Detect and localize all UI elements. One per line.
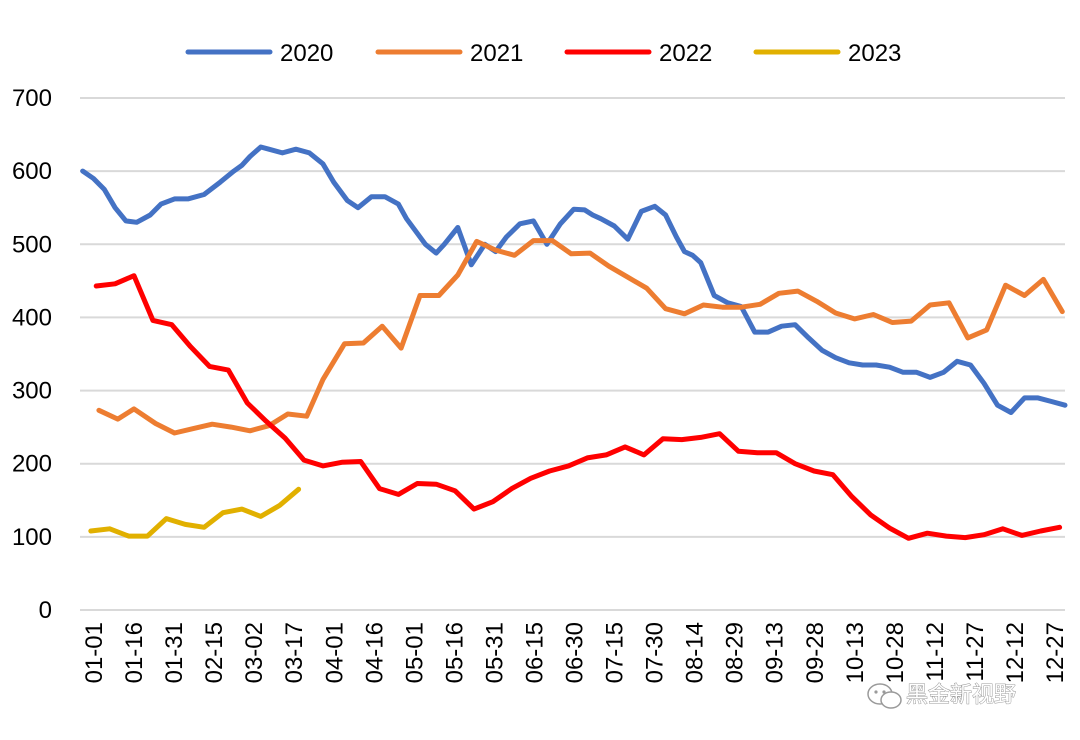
legend-label-2023: 2023 xyxy=(848,40,901,67)
x-tick-label: 01-31 xyxy=(161,622,188,683)
x-tick-label: 01-01 xyxy=(81,622,108,683)
y-tick-label: 0 xyxy=(39,597,52,624)
series-line-2021 xyxy=(96,238,1065,436)
gridlines xyxy=(80,97,1065,538)
x-tick-label: 09-13 xyxy=(762,622,789,683)
legend: 2020 2021 2022 2023 xyxy=(185,40,901,67)
x-tick-label: 08-14 xyxy=(682,622,709,683)
y-tick-label: 500 xyxy=(12,231,52,258)
x-tick-label: 12-27 xyxy=(1042,622,1069,683)
x-tick-label: 10-28 xyxy=(882,622,909,683)
y-tick-label: 400 xyxy=(12,304,52,331)
y-tick-label: 200 xyxy=(12,451,52,478)
x-tick-label: 10-13 xyxy=(842,622,869,683)
x-tick-label: 08-29 xyxy=(722,622,749,683)
x-tick-label: 05-01 xyxy=(401,622,428,683)
series-lines xyxy=(80,144,1068,541)
legend-label-2020: 2020 xyxy=(280,40,333,67)
series-line-2023 xyxy=(88,486,302,539)
x-tick-label: 04-16 xyxy=(361,622,388,683)
y-tick-label: 600 xyxy=(12,158,52,185)
watermark-text: 黑金新视野 xyxy=(906,682,1016,707)
wechat-icon xyxy=(867,683,902,709)
x-tick-label: 06-15 xyxy=(521,622,548,683)
x-tick-label: 07-30 xyxy=(642,622,669,683)
x-tick-label: 07-15 xyxy=(602,622,629,683)
y-tick-label: 100 xyxy=(12,524,52,551)
watermark: 黑金新视野 xyxy=(867,682,1017,709)
y-tick-label: 300 xyxy=(12,378,52,405)
x-tick-label: 06-30 xyxy=(562,622,589,683)
x-tick-label: 02-15 xyxy=(201,622,228,683)
legend-label-2021: 2021 xyxy=(470,40,523,67)
y-axis-ticks: 0 100 200 300 400 500 600 700 xyxy=(12,85,52,624)
x-tick-label: 11-12 xyxy=(922,622,949,682)
x-tick-label: 09-28 xyxy=(802,622,829,683)
series-line-2022 xyxy=(93,273,1063,541)
series-line-2020 xyxy=(80,144,1068,415)
x-axis-ticks: 01-01 01-16 01-31 02-15 03-02 03-17 04-01 04-16… xyxy=(81,622,1069,683)
x-tick-label: 05-16 xyxy=(441,622,468,683)
x-tick-label: 11-27 xyxy=(962,622,989,682)
x-tick-label: 03-17 xyxy=(281,622,308,683)
x-tick-label: 05-31 xyxy=(481,622,508,683)
y-tick-label: 700 xyxy=(12,85,52,112)
x-tick-label: 03-02 xyxy=(241,622,268,683)
x-tick-label: 01-16 xyxy=(121,622,148,683)
legend-label-2022: 2022 xyxy=(659,40,712,67)
x-tick-label: 12-12 xyxy=(1002,622,1029,683)
x-tick-label: 04-01 xyxy=(321,622,348,683)
